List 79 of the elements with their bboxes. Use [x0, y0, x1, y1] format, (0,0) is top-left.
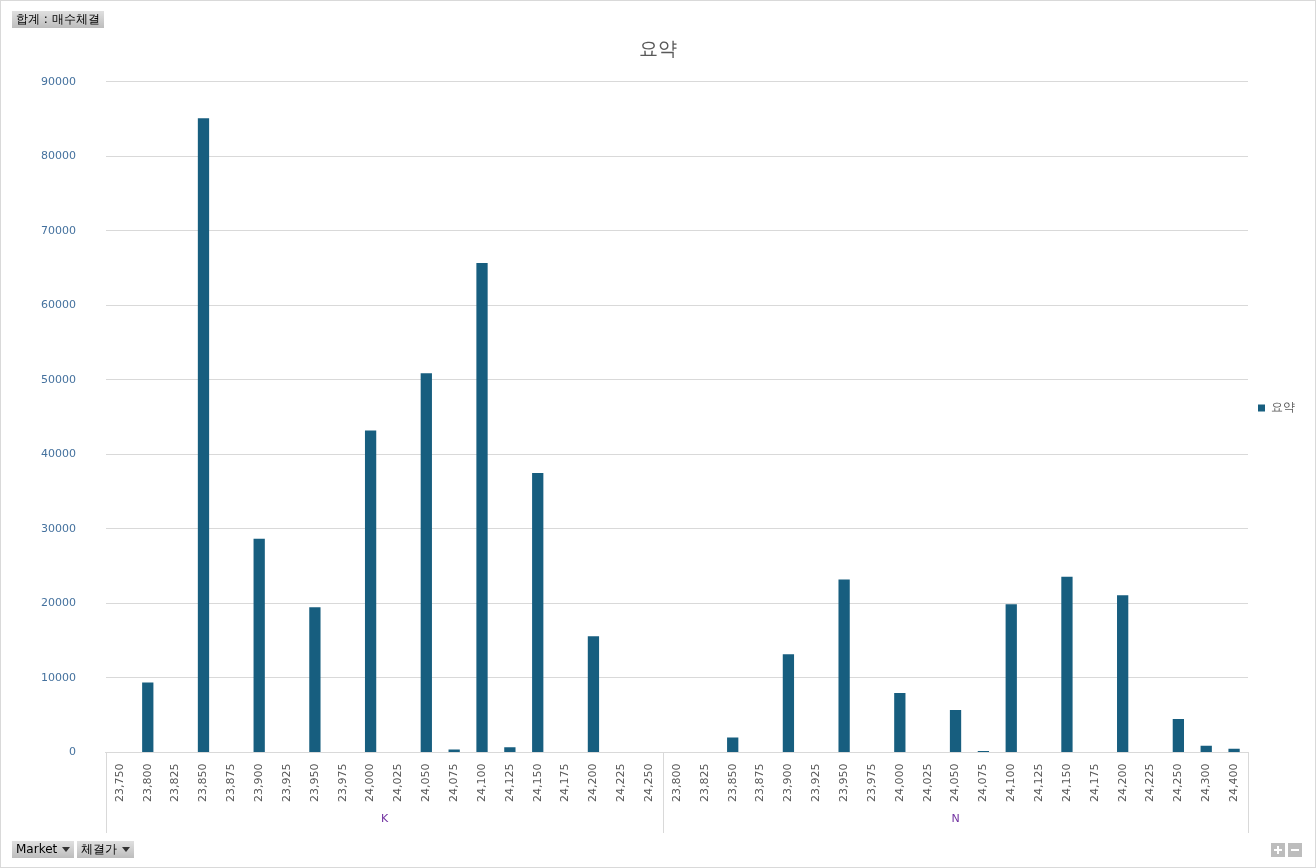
bar: [1200, 745, 1212, 753]
text: 체결가: [81, 842, 118, 856]
x-tick-label: 24,175: [558, 763, 572, 803]
bar: [420, 373, 432, 753]
bar: [197, 118, 210, 753]
x-tick-label: 24,075: [976, 763, 990, 803]
x-tick-label: 24,250: [1171, 763, 1185, 803]
x-tick-label: 24,400: [1226, 763, 1240, 803]
x-tick-label: 23,950: [307, 763, 321, 803]
bar: [1005, 604, 1017, 753]
y-tick-label: 20000: [40, 596, 76, 610]
x-tick-label: 23,975: [864, 763, 878, 803]
y-tick-label: 90000: [40, 74, 76, 88]
bar: [142, 682, 154, 753]
bar: [504, 747, 516, 753]
x-tick-label: 23,850: [196, 763, 210, 803]
bar: [253, 538, 265, 753]
x-tick-label: 24,100: [1004, 763, 1018, 803]
x-tick-label: 24,150: [530, 763, 544, 803]
text: N: [951, 811, 960, 825]
y-tick-label: 70000: [40, 223, 76, 237]
bar: [532, 473, 544, 753]
x-tick-label: 23,900: [252, 763, 266, 803]
y-tick-label: 30000: [40, 521, 76, 535]
x-tick-label: 24,025: [391, 763, 405, 803]
legend-label: 요약: [1271, 400, 1295, 415]
chart-title: 요약: [639, 37, 677, 60]
x-tick-label: 24,050: [419, 763, 433, 803]
bar: [1117, 595, 1129, 753]
bar: [782, 654, 795, 753]
x-tick-label: 23,800: [669, 763, 683, 803]
y-tick-label: 10000: [40, 670, 76, 684]
bar: [1061, 576, 1073, 753]
x-tick-label: 24,225: [614, 763, 628, 803]
bar: [476, 262, 488, 753]
x-tick-label: 23,800: [140, 763, 154, 803]
x-tick-label: 24,200: [1115, 763, 1129, 803]
x-tick-label: 23,875: [224, 763, 238, 803]
x-tick-label: 24,025: [920, 763, 934, 803]
x-tick-label: 24,125: [502, 763, 516, 803]
x-tick-label: 23,875: [753, 763, 767, 803]
x-tick-label: 24,200: [586, 763, 600, 803]
x-tick-label: 24,000: [892, 763, 906, 803]
x-tick-label: 23,925: [279, 763, 293, 803]
y-tick-label: 60000: [40, 298, 76, 312]
bar: [1228, 748, 1240, 753]
x-tick-label: 23,975: [335, 763, 349, 803]
y-tick-label: 80000: [40, 149, 76, 163]
x-tick-label: 23,850: [725, 763, 739, 803]
x-tick-label: 23,925: [809, 763, 823, 803]
bar: [838, 579, 850, 753]
y-tick-label: 50000: [40, 372, 76, 386]
bar: [364, 430, 377, 753]
x-tick-label: 24,300: [1199, 763, 1213, 803]
x-tick-label: 24,125: [1031, 763, 1045, 803]
x-tick-label: 24,000: [363, 763, 377, 803]
x-tick-label: 23,750: [112, 763, 126, 803]
y-tick-label: 40000: [40, 447, 76, 461]
text: K: [380, 811, 389, 825]
x-tick-label: 24,075: [447, 763, 461, 803]
text: Market: [16, 842, 58, 856]
x-tick-label: 24,100: [474, 763, 488, 803]
x-tick-label: 24,250: [642, 763, 655, 803]
x-tick-label: 23,825: [168, 763, 182, 803]
bar: [309, 607, 321, 753]
bar: [587, 636, 600, 753]
x-tick-label: 24,050: [948, 763, 962, 803]
x-tick-label: 23,825: [697, 763, 711, 803]
x-tick-label: 23,900: [781, 763, 795, 803]
bar: [894, 692, 906, 753]
x-tick-label: 23,950: [836, 763, 850, 803]
y-tick-label: 0: [68, 745, 76, 759]
x-tick-label: 24,225: [1143, 763, 1157, 803]
bar: [949, 710, 962, 753]
bar: [727, 737, 739, 753]
x-tick-label: 24,150: [1059, 763, 1073, 803]
bar: [1172, 718, 1185, 753]
text: 합계 : 매수체결: [12, 11, 104, 28]
x-tick-label: 24,175: [1087, 763, 1101, 803]
